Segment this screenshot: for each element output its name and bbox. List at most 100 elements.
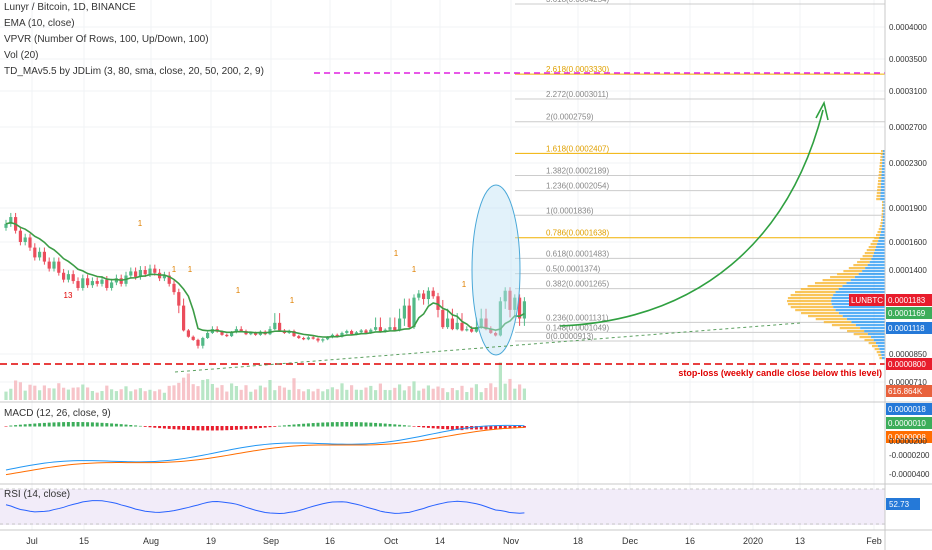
volume-bar [244, 385, 248, 400]
vpvr-bar-down [877, 186, 881, 189]
volume-bar [282, 387, 286, 400]
macd-histogram-bar [498, 426, 502, 430]
macd-histogram-bar [388, 423, 392, 427]
time-tick-label: Sep [263, 536, 279, 546]
vpvr-bar-up [846, 318, 885, 321]
indicator-vpvr[interactable]: VPVR (Number Of Rows, 100, Up/Down, 100) [4, 34, 209, 45]
vpvr-bar-up [881, 357, 885, 360]
vpvr-bar-up [880, 192, 885, 195]
candle-body [374, 327, 378, 330]
price-badge [886, 307, 932, 319]
candle-body [326, 337, 330, 340]
vpvr-bar-down [877, 183, 881, 186]
macd-histogram-bar [134, 425, 138, 427]
vpvr-bar-down [877, 231, 881, 234]
vpvr-bar-down [878, 171, 882, 174]
macd-histogram-bar [76, 422, 80, 427]
vpvr-bar-down [868, 246, 877, 249]
candle-body [230, 332, 234, 337]
vpvr-bar-up [880, 189, 885, 192]
macd-histogram-bar [436, 426, 440, 429]
vpvr-bar-up [882, 222, 885, 225]
price-tick-label: 0.0000850 [889, 350, 927, 359]
candle-body [354, 332, 358, 335]
vpvr-bar-up [833, 306, 885, 309]
macd-histogram-bar [518, 426, 522, 429]
vpvr-bar-down [880, 153, 883, 156]
macd-histogram-bar [38, 423, 42, 427]
fib-level-label: 0.148(0.0001049) [546, 323, 610, 332]
macd-histogram-bar [345, 422, 349, 427]
time-tick-label: 18 [573, 536, 583, 546]
volume-bar [100, 391, 104, 400]
vpvr-bar-up [869, 261, 885, 264]
price-badge [886, 322, 932, 334]
volume-bar [263, 387, 267, 400]
candle-body [66, 274, 70, 280]
vpvr-bar-up [880, 186, 885, 189]
vpvr-bar-up [880, 183, 885, 186]
time-tick-label: 15 [79, 536, 89, 546]
candle-body [417, 293, 421, 298]
volume-bar [450, 388, 454, 400]
candle-body [513, 297, 517, 310]
time-tick-label: 14 [435, 536, 445, 546]
candle-body [76, 281, 80, 288]
macd-histogram-bar [66, 422, 70, 427]
volume-bar [297, 389, 301, 400]
time-tick-label: Jul [26, 536, 38, 546]
macd-histogram-bar [508, 426, 512, 429]
vpvr-bar-down [880, 159, 883, 162]
candle-body [350, 331, 354, 335]
price-badge [886, 385, 932, 397]
volume-bar [321, 391, 325, 400]
fib-level-label: 0(0.0000913) [546, 332, 594, 341]
candle-body [446, 318, 450, 328]
fib-level-label: 1.382(0.0002189) [546, 166, 610, 175]
candle-body [90, 281, 94, 286]
vpvr-bar-up [842, 315, 885, 318]
volume-bar [465, 392, 469, 400]
volume-bar [42, 385, 46, 400]
vpvr-bar-down [860, 258, 872, 261]
vpvr-bar-down [848, 267, 866, 270]
candle-body [398, 318, 402, 331]
candle-body [441, 309, 445, 328]
candle-body [254, 332, 258, 335]
volume-bar [47, 388, 51, 400]
candle-body [302, 338, 306, 340]
indicator-td[interactable]: TD_MAv5.5 by JDLim (3, 80, sma, close, 2… [4, 66, 264, 77]
volume-bar [498, 362, 502, 400]
volume-bar [350, 385, 354, 400]
indicator-vol[interactable]: Vol (20) [4, 50, 39, 61]
rsi-title[interactable]: RSI (14, close) [4, 489, 71, 500]
volume-bar [186, 373, 190, 400]
macd-histogram-bar [201, 426, 205, 431]
price-tick-label: 0.0001600 [889, 238, 927, 247]
macd-histogram-bar [350, 422, 354, 427]
price-badge [886, 294, 932, 306]
candle-body [431, 290, 435, 297]
volume-bar [474, 384, 478, 400]
volume-bar [388, 390, 392, 400]
indicator-ema[interactable]: EMA (10, close) [4, 18, 75, 29]
macd-histogram-bar [258, 426, 262, 429]
vpvr-bar-down [878, 228, 882, 231]
volume-bar [86, 387, 90, 400]
candle-body [62, 272, 66, 280]
macd-title[interactable]: MACD (12, 26, close, 9) [4, 408, 111, 419]
symbol-title[interactable]: Lunyr / Bitcoin, 1D, BINANCE [4, 2, 136, 13]
macd-histogram-bar [450, 426, 454, 430]
candle-body [402, 305, 406, 319]
vpvr-bar-up [881, 177, 885, 180]
vpvr-bar-up [878, 240, 885, 243]
macd-histogram-bar [9, 425, 13, 427]
macd-histogram-bar [119, 424, 123, 427]
candle-body [182, 305, 186, 331]
macd-histogram-bar [364, 422, 368, 427]
vpvr-bar-down [847, 330, 865, 333]
volume-bars [4, 362, 526, 400]
candle-body [167, 275, 171, 284]
macd-histogram-bar [479, 426, 483, 430]
